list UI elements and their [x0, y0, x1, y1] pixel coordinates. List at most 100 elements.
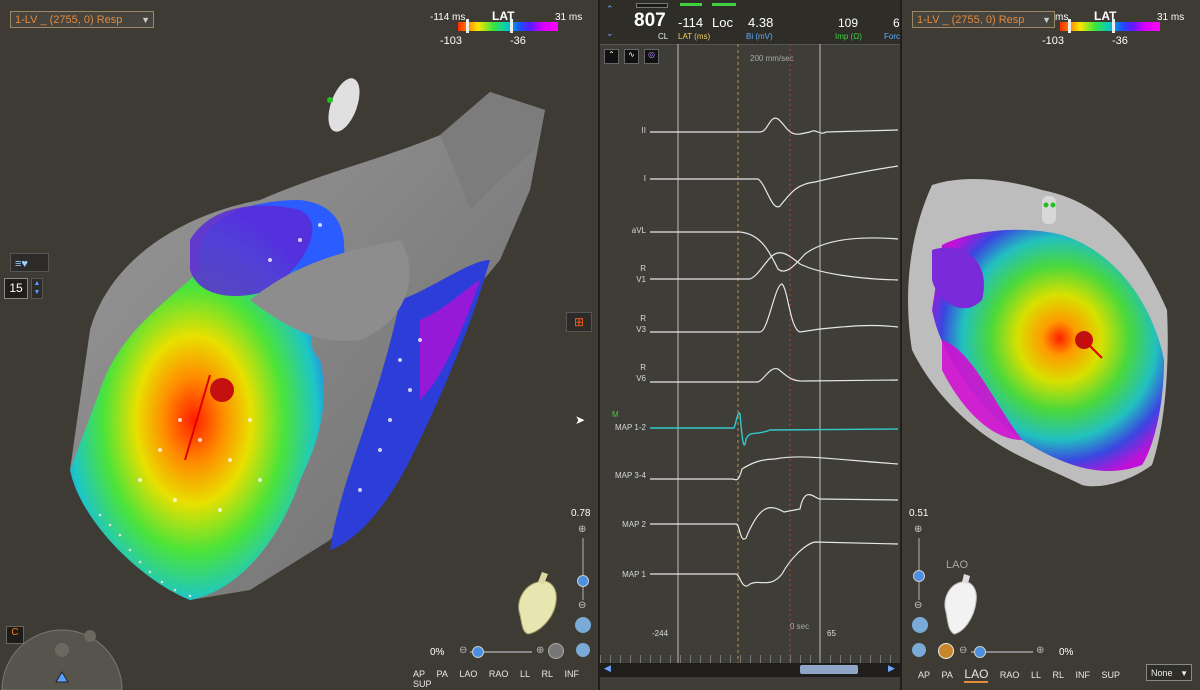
imp-value: 109: [838, 16, 859, 30]
left-map-panel[interactable]: 1-LV _ (2755, 0) Resp ▼ -114 ms LAT 31 m…: [0, 0, 598, 690]
channel-label[interactable]: I: [643, 174, 646, 183]
chevron-down-icon: ▼: [1042, 15, 1051, 25]
view-inf[interactable]: INF: [564, 669, 580, 679]
ablation-site[interactable]: [210, 378, 234, 402]
channel-label[interactable]: MAP 1: [622, 570, 646, 579]
view-ap[interactable]: AP: [413, 669, 426, 679]
lat-low-slider[interactable]: [466, 19, 469, 33]
lat-low-slider[interactable]: [1068, 19, 1071, 33]
lv-3d-map-lao[interactable]: [902, 0, 1200, 690]
time-zero-label: 0 sec: [790, 622, 810, 631]
view-sup[interactable]: SUP: [1101, 670, 1121, 680]
annotate-icon[interactable]: ∿: [624, 49, 639, 64]
scroll-thumb[interactable]: [800, 665, 858, 674]
chevron-down-icon[interactable]: ⌄: [606, 28, 614, 38]
chevron-up-icon[interactable]: ⌃: [606, 4, 614, 14]
camera-icon[interactable]: [576, 643, 590, 657]
right-view-buttons: AP PA LAO RAO LL RL INF SUP: [918, 667, 1129, 683]
time-ruler: [600, 655, 900, 663]
zoom-out-icon[interactable]: ⊖: [578, 600, 587, 611]
opacity-plus-icon[interactable]: ⊕: [1036, 645, 1045, 656]
bi-value: 4.38: [748, 15, 774, 30]
view-rao[interactable]: RAO: [488, 669, 509, 679]
lv-3d-map[interactable]: [0, 0, 598, 690]
panel-divider-left[interactable]: [598, 0, 600, 690]
view-ll[interactable]: LL: [1030, 670, 1041, 680]
lat-high-slider[interactable]: [510, 19, 513, 33]
zoom-thumb[interactable]: [577, 575, 589, 587]
catheter-shaft-lao: [1083, 339, 1103, 359]
surface-toggle-icon[interactable]: [938, 643, 954, 659]
camera-icon[interactable]: [912, 643, 926, 657]
cl-value: 807: [634, 10, 666, 31]
opacity-plus-icon[interactable]: ⊕: [536, 645, 545, 656]
ecg-scrollbar[interactable]: ◀ ▶: [600, 663, 900, 677]
channel-label[interactable]: MAP 3-4: [615, 471, 646, 480]
scroll-left-icon[interactable]: ◀: [604, 663, 611, 673]
opacity-value: 0%: [430, 647, 445, 658]
opacity-minus-icon[interactable]: ⊖: [459, 645, 468, 656]
ecg-panel[interactable]: ⌃ ⌄ 807 CL -114 Loc LAT (ms) 4.38 Bi (mV…: [600, 0, 900, 690]
catheter-tip-lao: [1042, 196, 1056, 224]
view-lao[interactable]: LAO: [459, 669, 478, 679]
left-map-selector[interactable]: 1-LV _ (2755, 0) Resp ▼: [10, 11, 154, 28]
reset-view-icon[interactable]: [912, 617, 928, 633]
opacity-thumb[interactable]: [974, 646, 986, 658]
zoom-out-icon[interactable]: ⊖: [914, 600, 923, 611]
orientation-label: LAO: [946, 559, 969, 571]
camera-controller[interactable]: [0, 620, 125, 690]
right-map-panel[interactable]: 1-LV _ (2755, 0) Resp ▼ ms LAT 31 ms -10…: [902, 0, 1200, 690]
zoom-in-icon[interactable]: ⊕: [914, 524, 923, 535]
channel-label[interactable]: R V1: [636, 264, 646, 284]
view-lao-active[interactable]: LAO: [964, 667, 989, 683]
channel-label[interactable]: aVL: [631, 226, 646, 235]
scroll-right-icon[interactable]: ▶: [888, 663, 895, 673]
lat-low-marker: -103: [440, 35, 463, 47]
lat-color-bar: [1060, 22, 1160, 31]
sample-points: [138, 223, 422, 512]
reset-view-icon[interactable]: [575, 617, 591, 633]
channel-label[interactable]: MAP 2: [622, 520, 646, 529]
counter-box[interactable]: 15: [4, 278, 28, 299]
bottom-select[interactable]: None ▼: [1146, 664, 1192, 681]
zoom-in-icon[interactable]: ⊕: [578, 524, 587, 535]
time-right-label: 65: [827, 629, 836, 638]
channel-label[interactable]: II: [641, 126, 646, 135]
opacity-minus-icon[interactable]: ⊖: [959, 645, 968, 656]
zoom-track[interactable]: [582, 538, 584, 600]
view-pa[interactable]: PA: [941, 670, 953, 680]
channel-label[interactable]: MAP 1-2: [615, 423, 646, 432]
lat-high-slider[interactable]: [1112, 19, 1115, 33]
channel-label[interactable]: R V3: [636, 314, 646, 334]
right-map-selector[interactable]: 1-LV _ (2755, 0) Resp ▼: [912, 11, 1055, 28]
ecg-traces[interactable]: [600, 44, 900, 664]
view-rao[interactable]: RAO: [999, 670, 1020, 680]
view-pa[interactable]: PA: [436, 669, 448, 679]
counter-stepper[interactable]: ▲ ▼: [31, 278, 43, 299]
view-ll[interactable]: LL: [519, 669, 530, 679]
surface-toggle-icon[interactable]: [548, 643, 564, 659]
caliper-icon[interactable]: ⌃: [604, 49, 619, 64]
map-marker: M: [612, 410, 619, 419]
orientation-heart-icon: [944, 574, 977, 635]
channel-label[interactable]: R V6: [636, 363, 646, 383]
view-ap[interactable]: AP: [918, 670, 931, 680]
lat-high-marker: -36: [510, 35, 526, 47]
zoom-track[interactable]: [918, 538, 920, 600]
view-sup[interactable]: SUP: [413, 679, 432, 689]
lat-min-label: -114 ms: [430, 12, 466, 23]
grid-points-icon[interactable]: ⊞: [566, 312, 592, 332]
display-mode-toggle[interactable]: ≡♥: [10, 253, 49, 272]
view-inf[interactable]: INF: [1075, 670, 1091, 680]
view-rl[interactable]: RL: [541, 669, 553, 679]
zoom-thumb[interactable]: [913, 570, 925, 582]
opacity-thumb[interactable]: [472, 646, 484, 658]
lat-color-bar: [458, 22, 558, 31]
sync-icon[interactable]: ◎: [644, 49, 659, 64]
opacity-track[interactable]: [971, 651, 1033, 653]
panel-divider-right[interactable]: [900, 0, 902, 690]
view-rl[interactable]: RL: [1052, 670, 1064, 680]
opacity-track[interactable]: [470, 651, 532, 653]
zoom-value: 0.78: [571, 508, 591, 519]
app-logo-icon[interactable]: C: [6, 626, 24, 644]
